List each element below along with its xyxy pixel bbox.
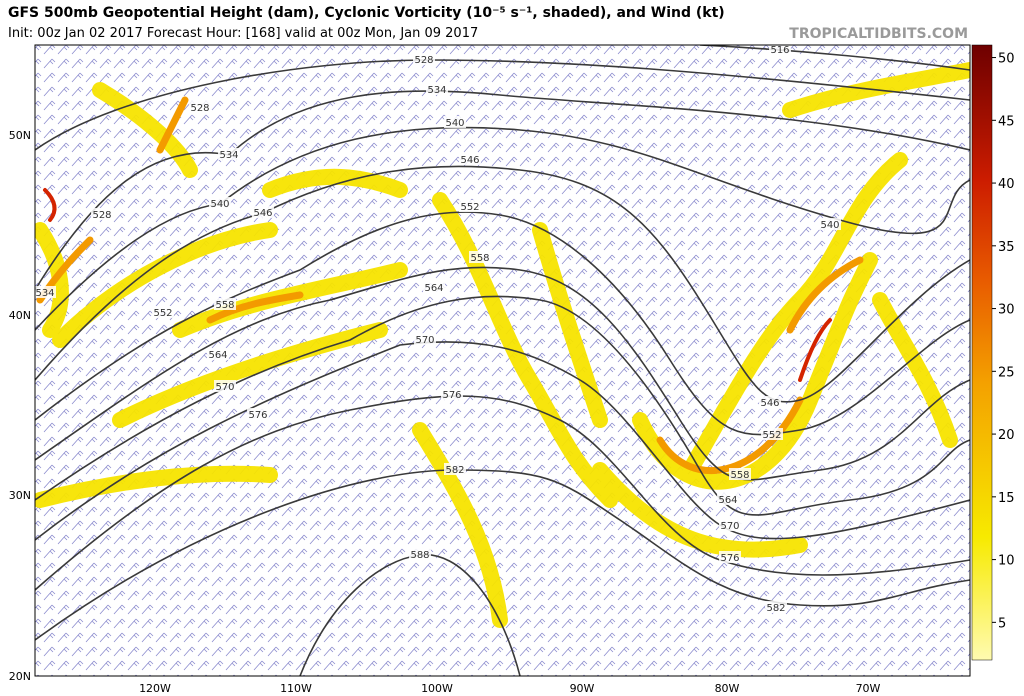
contour-label-bg — [247, 408, 269, 420]
colorbar-tick-label: 25 — [998, 365, 1015, 380]
contour-label: 558 — [215, 300, 234, 311]
contour-label-bg — [719, 551, 741, 563]
colorbar-tick-label: 35 — [998, 240, 1015, 255]
contour-label-bg — [413, 53, 435, 65]
contour-label: 576 — [442, 390, 461, 401]
contour-label: 546 — [760, 398, 779, 409]
contour-label-bg — [214, 380, 236, 392]
contour-label: 582 — [445, 465, 464, 476]
colorbar-ticks: 5 10 15 20 25 30 35 40 45 50 — [992, 52, 1015, 631]
contour-label: 564 — [208, 350, 227, 361]
contour-label: 534 — [219, 150, 238, 161]
colorbar-tick-label: 50 — [998, 52, 1015, 67]
contour-label: 516 — [770, 45, 789, 56]
latitude-label: 40N — [9, 309, 31, 322]
contour-label-bg — [761, 428, 783, 440]
contour-label: 528 — [414, 55, 433, 66]
contour-label-bg — [819, 218, 841, 230]
latitude-label: 50N — [9, 129, 31, 142]
contour-label: 540 — [210, 199, 229, 210]
contour-label: 582 — [766, 603, 785, 614]
longitude-label: 110W — [280, 682, 312, 695]
contour-label: 540 — [445, 118, 464, 129]
contour-label-bg — [207, 348, 229, 360]
contour-label-bg — [769, 45, 791, 55]
contour-label-bg — [469, 251, 491, 263]
title: GFS 500mb Geopotential Height (dam), Cyc… — [8, 5, 725, 21]
contour-label: 558 — [470, 253, 489, 264]
contour-label-bg — [459, 153, 481, 165]
contour-label-bg — [414, 333, 436, 345]
height-contours — [35, 45, 970, 676]
contour-label: 534 — [35, 288, 54, 299]
contour-label: 552 — [153, 308, 172, 319]
contour-label-bg — [214, 298, 236, 310]
contour-label: 588 — [410, 550, 429, 561]
colorbar-tick-label: 10 — [998, 554, 1015, 569]
contour-label: 570 — [215, 382, 234, 393]
longitude-labels: 120W 110W 100W 90W 80W 70W — [139, 682, 880, 695]
colorbar-tick-label: 5 — [998, 616, 1006, 631]
longitude-label: 80W — [715, 682, 740, 695]
colorbar-tick-label: 30 — [998, 303, 1015, 318]
contour-label-bg — [717, 493, 739, 505]
longitude-label: 70W — [856, 682, 881, 695]
contour-label-bg — [426, 83, 448, 95]
contour-label: 564 — [718, 495, 737, 506]
contour-label: 576 — [720, 553, 739, 564]
contour-label-bg — [35, 286, 56, 298]
contour-label-bg — [152, 306, 174, 318]
contour-label-bg — [759, 396, 781, 408]
contour-label-bg — [218, 148, 240, 160]
subtitle: Init: 00z Jan 02 2017 Forecast Hour: [16… — [8, 26, 478, 41]
longitude-label: 120W — [139, 682, 171, 695]
site-name: TROPICALTIDBITS.COM — [789, 26, 968, 42]
contour-label: 528 — [190, 103, 209, 114]
contour-label: 558 — [730, 470, 749, 481]
contour-label-bg — [444, 463, 466, 475]
contour-label: 546 — [253, 208, 272, 219]
contour-label: 570 — [415, 335, 434, 346]
longitude-label: 100W — [421, 682, 453, 695]
colorbar-tick-label: 40 — [998, 177, 1015, 192]
contour-label: 528 — [92, 210, 111, 221]
colorbar — [971, 44, 993, 661]
contour-label-bg — [444, 116, 466, 128]
contour-label-bg — [719, 519, 741, 531]
wind-barbs — [35, 45, 970, 676]
contour-label: 552 — [460, 202, 479, 213]
contour-label-bg — [729, 468, 751, 480]
longitude-label: 90W — [570, 682, 595, 695]
contour-label: 576 — [248, 410, 267, 421]
contour-label-bg — [423, 281, 445, 293]
contour-label: 540 — [820, 220, 839, 231]
contour-label-bg — [252, 206, 274, 218]
contour-label-bg — [441, 388, 463, 400]
colorbar-tick-label: 15 — [998, 491, 1015, 506]
map: 516 528 528 534 534 540 540 540 546 546 546 552 552 5… — [35, 45, 970, 676]
contour-label-bg — [765, 601, 787, 613]
vorticity-shading — [35, 62, 970, 628]
contour-label-bg — [409, 548, 431, 560]
contour-label-bg — [209, 197, 231, 209]
contour-label: 534 — [427, 85, 446, 96]
contour-label-bg — [459, 200, 481, 212]
latitude-label: 30N — [9, 489, 31, 502]
colorbar-tick-label: 20 — [998, 428, 1015, 443]
latitude-labels: 50N 40N 30N 20N — [9, 129, 31, 683]
map-frame — [34, 44, 971, 677]
contour-labels: 516 528 528 534 534 540 540 540 546 546 546 552 552 5… — [35, 45, 841, 614]
contour-label: 552 — [762, 430, 781, 441]
contour-label: 546 — [460, 155, 479, 166]
contour-label-bg — [91, 208, 113, 220]
colorbar-tick-label: 45 — [998, 114, 1015, 129]
latitude-label: 20N — [9, 670, 31, 683]
contour-label-bg — [189, 101, 211, 113]
contour-label: 570 — [720, 521, 739, 532]
contour-label: 564 — [424, 283, 443, 294]
